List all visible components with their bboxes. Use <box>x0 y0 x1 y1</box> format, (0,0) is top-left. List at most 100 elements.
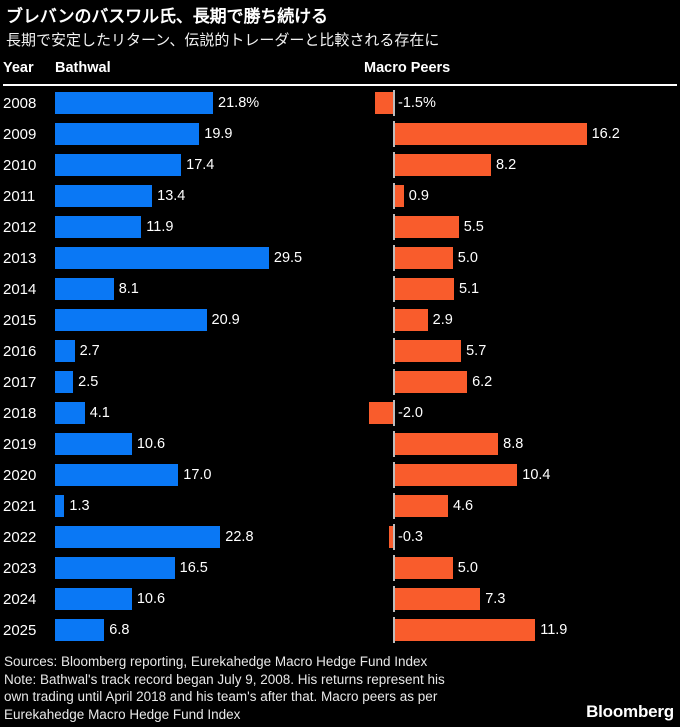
macro-peers-panel: 8.8 <box>343 429 680 460</box>
footnote-sources: Sources: Bloomberg reporting, Eurekahedg… <box>4 654 428 669</box>
bathwal-value-label: 6.8 <box>109 622 130 638</box>
chart-rows: 2008 21.8% -1.5% 2009 19.9 16.2 2010 17.4 8.2 201… <box>0 88 680 646</box>
chart-row: 2022 22.8 -0.3 <box>3 522 680 553</box>
bathwal-bar <box>55 526 221 548</box>
macro-peers-bar <box>393 247 453 269</box>
chart-row: 2025 6.8 11.9 <box>3 615 680 646</box>
chart-row: 2017 2.5 6.2 <box>3 367 680 398</box>
macro-peers-value-label: -1.5% <box>398 95 436 111</box>
row-year-label: 2015 <box>3 312 37 329</box>
bathwal-value-label: 16.5 <box>179 560 208 576</box>
row-year-label: 2020 <box>3 467 37 484</box>
bathwal-bar <box>55 185 153 207</box>
macro-peers-panel: -0.3 <box>343 522 680 553</box>
zero-axis-line <box>393 121 395 147</box>
macro-peers-panel: 4.6 <box>343 491 680 522</box>
macro-peers-bar <box>393 371 468 393</box>
row-year-label: 2013 <box>3 250 37 267</box>
macro-peers-value-label: 5.7 <box>466 343 487 359</box>
bathwal-panel: 11.9 <box>55 212 355 243</box>
zero-axis-line <box>393 276 395 302</box>
bathwal-panel: 20.9 <box>55 305 355 336</box>
chart-row: 2019 10.6 8.8 <box>3 429 680 460</box>
macro-peers-bar <box>393 216 459 238</box>
macro-peers-value-label: 2.9 <box>432 312 453 328</box>
zero-axis-line <box>393 245 395 271</box>
column-headers: Year Bathwal Macro Peers <box>0 60 680 86</box>
bathwal-value-label: 21.8% <box>218 95 260 111</box>
macro-peers-value-label: 10.4 <box>522 467 551 483</box>
chart-row: 2008 21.8% -1.5% <box>3 88 680 119</box>
bathwal-bar <box>55 92 214 114</box>
bathwal-bar <box>55 495 65 517</box>
row-year-label: 2025 <box>3 622 37 639</box>
bathwal-panel: 4.1 <box>55 398 355 429</box>
zero-axis-line <box>393 183 395 209</box>
zero-axis-line <box>393 369 395 395</box>
zero-axis-line <box>393 307 395 333</box>
column-header-bathwal: Bathwal <box>55 60 111 76</box>
bloomberg-logo: Bloomberg <box>586 702 674 721</box>
bathwal-panel: 17.0 <box>55 460 355 491</box>
macro-peers-bar <box>389 526 393 548</box>
chart-row: 2011 13.4 0.9 <box>3 181 680 212</box>
bathwal-bar <box>55 278 114 300</box>
page-title: ブレバンのバスワル氏、長期で勝ち続ける <box>6 7 328 26</box>
row-year-label: 2011 <box>3 188 36 205</box>
zero-axis-line <box>393 152 395 178</box>
bathwal-bar <box>55 588 132 610</box>
macro-peers-value-label: 7.3 <box>485 591 506 607</box>
macro-peers-value-label: 4.6 <box>452 498 474 514</box>
footer: Sources: Bloomberg reporting, Eurekahedg… <box>4 653 676 723</box>
chart-row: 2016 2.7 5.7 <box>3 336 680 367</box>
chart-row: 2024 10.6 7.3 <box>3 584 680 615</box>
macro-peers-value-label: 8.8 <box>503 436 524 452</box>
footnote-note-line-3: Eurekahedge Macro Hedge Fund Index <box>4 706 241 722</box>
macro-peers-panel: -2.0 <box>343 398 680 429</box>
bathwal-value-label: 10.6 <box>136 591 166 607</box>
macro-peers-value-label: -0.3 <box>398 529 423 545</box>
macro-peers-panel: 0.9 <box>343 181 680 212</box>
bathwal-panel: 8.1 <box>55 274 355 305</box>
macro-peers-value-label: 5.0 <box>457 560 478 576</box>
chart-row: 2009 19.9 16.2 <box>3 119 680 150</box>
bathwal-bar <box>55 154 182 176</box>
macro-peers-bar <box>393 433 499 455</box>
zero-axis-line <box>393 524 395 550</box>
row-year-label: 2016 <box>3 343 37 360</box>
macro-peers-bar <box>375 92 393 114</box>
macro-peers-value-label: -2.0 <box>398 405 423 421</box>
title-block: ブレバンのバスワル氏、長期で勝ち続ける 長期で安定したリターン、伝説的トレーダー… <box>0 0 680 51</box>
bathwal-bar <box>55 216 142 238</box>
zero-axis-line <box>393 431 395 457</box>
macro-peers-value-label: 5.5 <box>463 219 484 235</box>
row-year-label: 2022 <box>3 529 37 546</box>
macro-peers-panel: 16.2 <box>343 119 680 150</box>
bathwal-bar <box>55 247 269 269</box>
bathwal-value-label: 8.1 <box>118 281 139 297</box>
macro-peers-value-label: 5.0 <box>457 250 478 266</box>
footnote-note-line-1: Note: Bathwal's track record began July … <box>4 671 445 687</box>
macro-peers-bar <box>393 309 428 331</box>
bathwal-panel: 16.5 <box>55 553 355 584</box>
zero-axis-line <box>393 555 395 581</box>
zero-axis-line <box>393 90 395 116</box>
macro-peers-panel: 5.0 <box>343 553 680 584</box>
macro-peers-panel: 2.9 <box>343 305 680 336</box>
footnotes: Sources: Bloomberg reporting, Eurekahedg… <box>4 653 564 723</box>
chart-row: 2021 1.3 4.6 <box>3 491 680 522</box>
bathwal-bar <box>55 402 85 424</box>
bathwal-value-label: 1.3 <box>69 498 90 514</box>
bathwal-panel: 21.8% <box>55 88 355 119</box>
row-year-label: 2009 <box>3 126 37 143</box>
bathwal-value-label: 22.8 <box>225 529 254 545</box>
macro-peers-bar <box>393 464 518 486</box>
macro-peers-value-label: 5.1 <box>458 281 480 297</box>
column-header-year: Year <box>3 60 34 76</box>
chart-row: 2014 8.1 5.1 <box>3 274 680 305</box>
bathwal-value-label: 4.1 <box>89 405 110 421</box>
chart-row: 2015 20.9 2.9 <box>3 305 680 336</box>
macro-peers-bar <box>393 495 448 517</box>
macro-peers-bar <box>369 402 393 424</box>
macro-peers-panel: 5.5 <box>343 212 680 243</box>
